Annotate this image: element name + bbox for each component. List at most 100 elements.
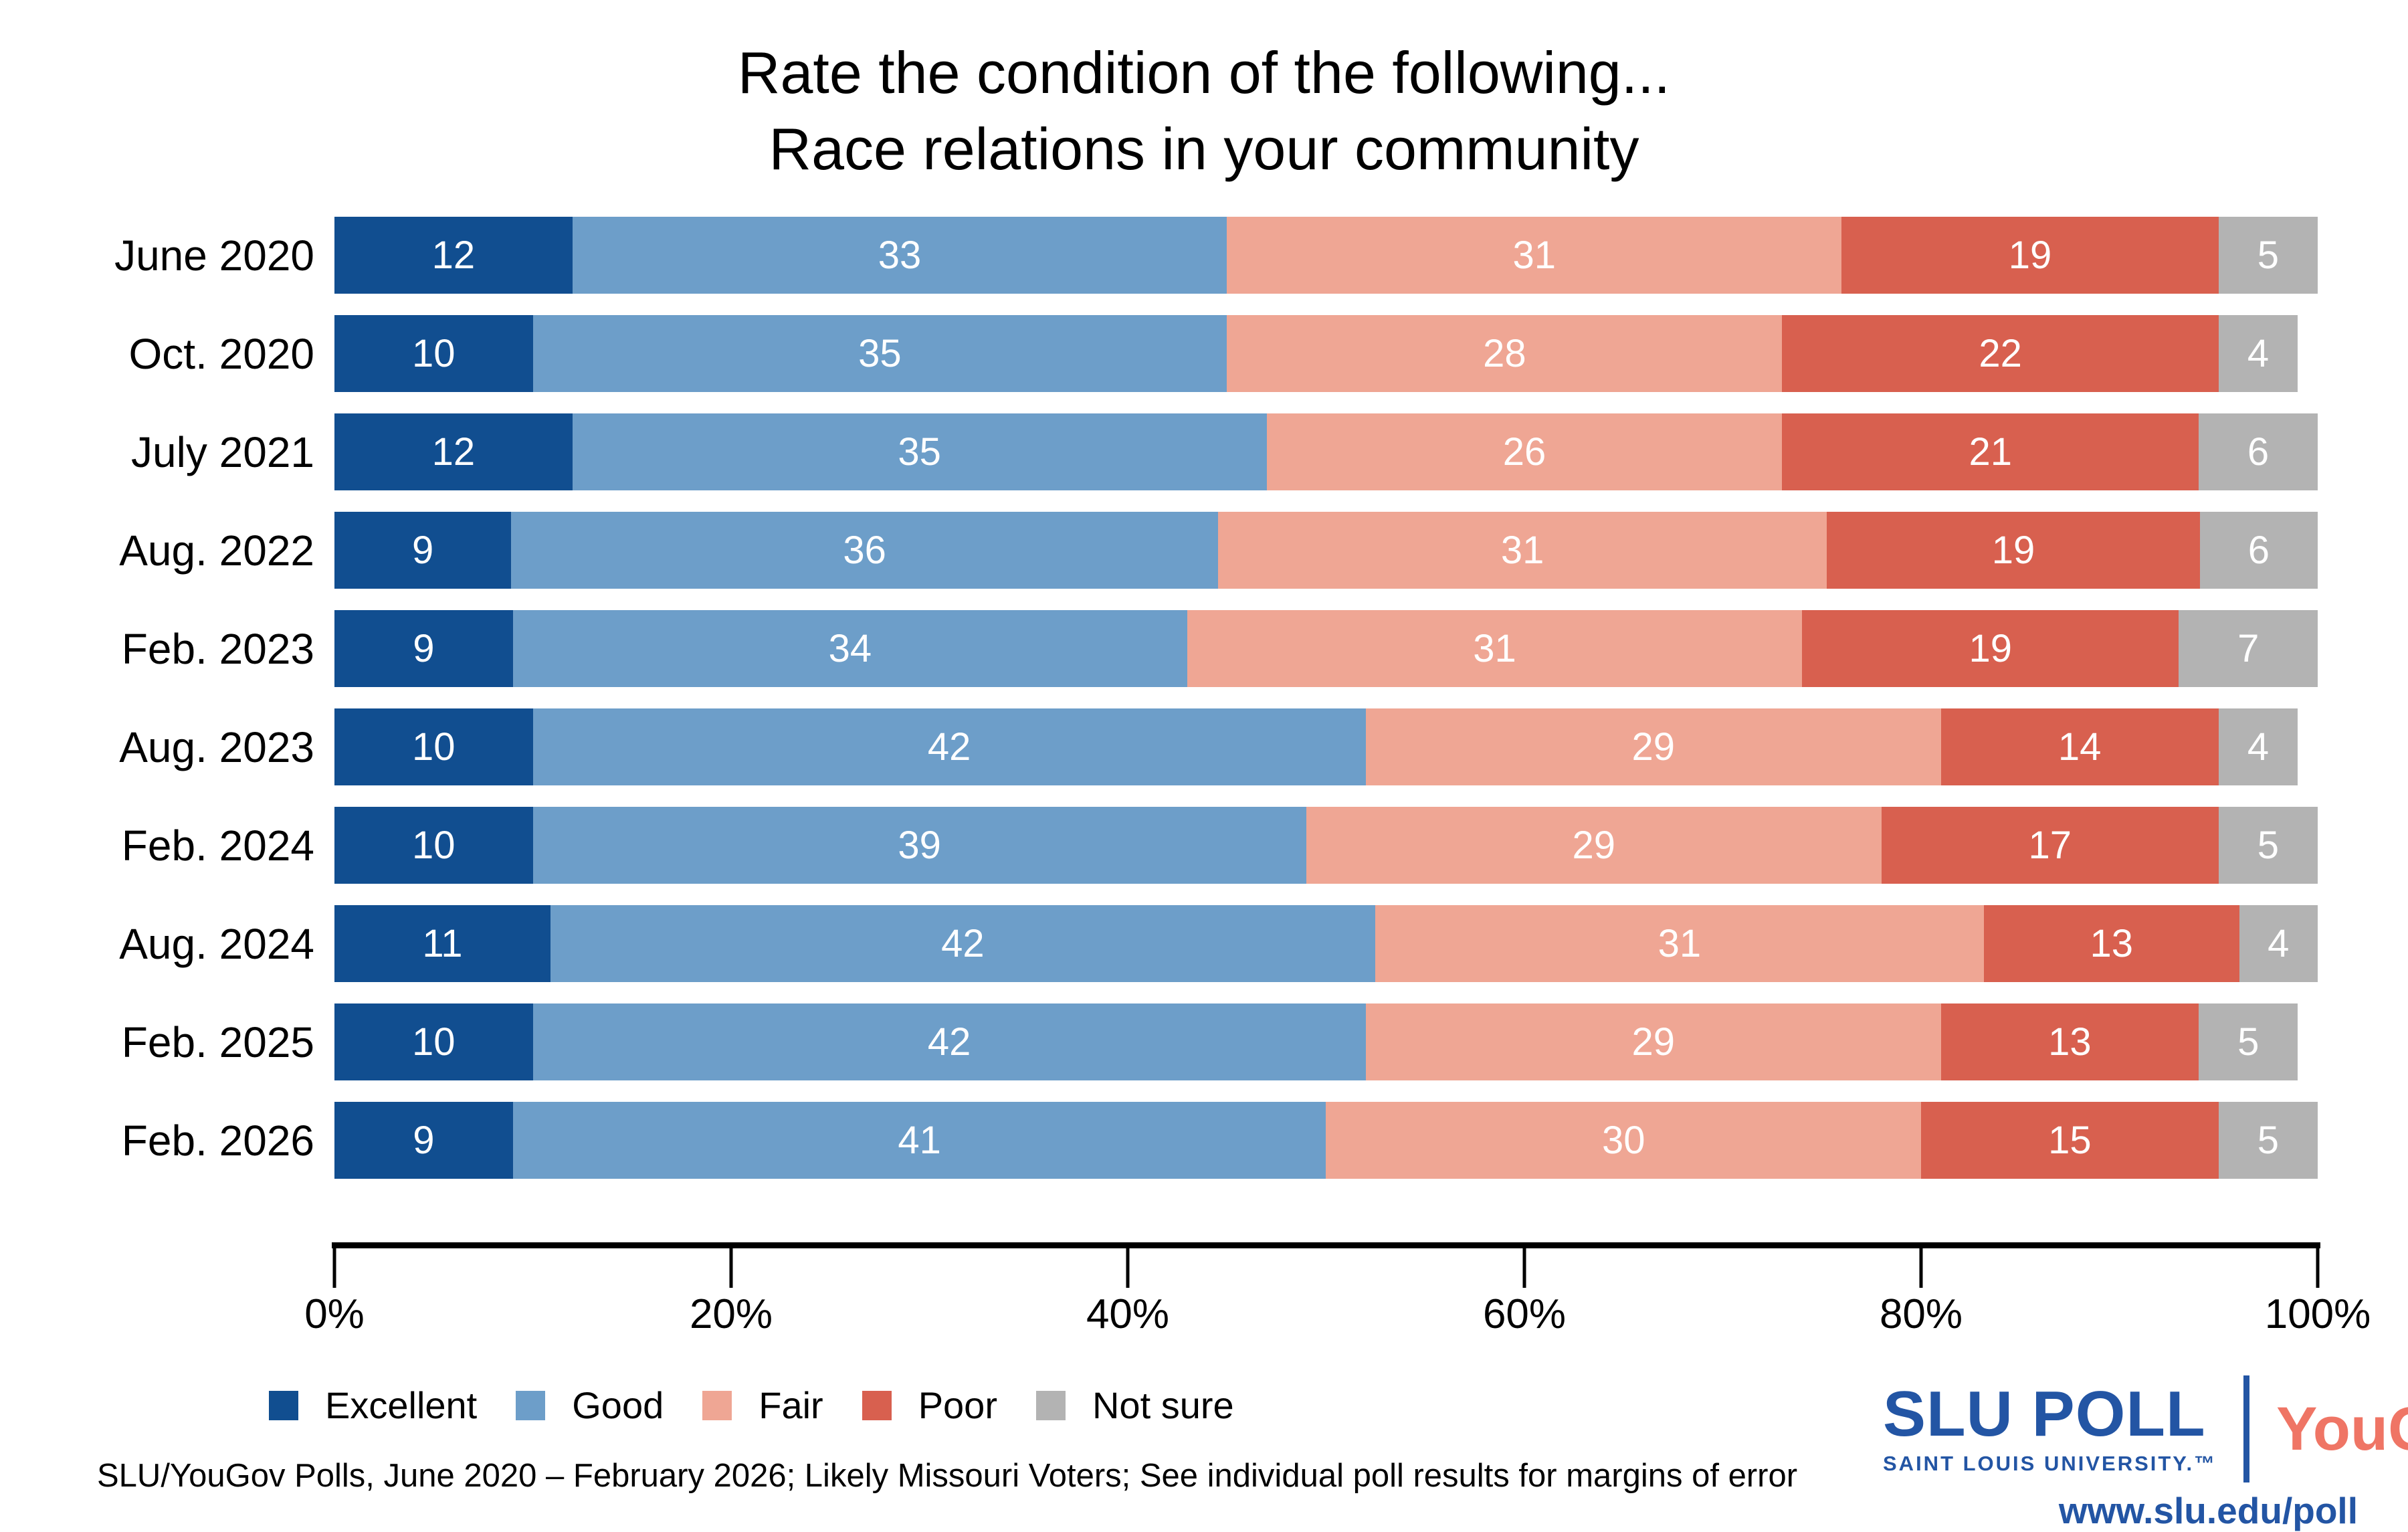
slu-subtitle-text: SAINT LOUIS UNIVERSITY. bbox=[1883, 1452, 2195, 1475]
axis-tick bbox=[1522, 1242, 1526, 1288]
bar-segment-fair: 26 bbox=[1266, 413, 1783, 490]
segment-value: 39 bbox=[898, 824, 941, 867]
bar-segment-excellent: 10 bbox=[334, 1003, 533, 1080]
segment-value: 13 bbox=[2048, 1020, 2092, 1064]
segment-value: 4 bbox=[2247, 332, 2270, 375]
legend-swatch-good bbox=[516, 1390, 546, 1420]
segment-value: 29 bbox=[1631, 1020, 1675, 1064]
bar-track: 10 39 29 17 5 bbox=[334, 807, 2318, 884]
bar-segment-not-sure: 5 bbox=[2218, 807, 2318, 884]
row-label: Feb. 2026 bbox=[121, 1116, 314, 1165]
bar-segment-fair: 28 bbox=[1227, 315, 1783, 392]
axis-tick-label: 100% bbox=[2264, 1291, 2371, 1337]
chart-row: Feb. 2023 9 34 31 19 7 bbox=[80, 610, 2318, 687]
bar-segment-good: 42 bbox=[550, 905, 1375, 982]
bar-segment-not-sure: 5 bbox=[2218, 217, 2318, 294]
legend-item-not-sure: Not sure bbox=[1035, 1383, 1234, 1427]
segment-value: 12 bbox=[431, 233, 476, 277]
bar-track: 9 36 31 19 6 bbox=[334, 512, 2318, 589]
legend-label: Fair bbox=[759, 1384, 823, 1426]
bar-segment-poor: 15 bbox=[1920, 1102, 2219, 1179]
bar-segment-not-sure: 5 bbox=[2199, 1003, 2298, 1080]
segment-value: 31 bbox=[1512, 233, 1557, 277]
segment-value: 29 bbox=[1572, 824, 1616, 867]
yougov-logo: YouGov® bbox=[2276, 1394, 2408, 1464]
segment-value: 9 bbox=[411, 529, 434, 572]
segment-value: 34 bbox=[828, 627, 872, 670]
segment-value: 19 bbox=[1991, 529, 2035, 572]
segment-value: 19 bbox=[1969, 627, 2012, 670]
bar-segment-fair: 29 bbox=[1365, 708, 1941, 785]
bar-segment-excellent: 9 bbox=[334, 610, 513, 687]
segment-value: 10 bbox=[411, 725, 456, 769]
legend-item-poor: Poor bbox=[862, 1383, 997, 1427]
segment-value: 14 bbox=[2058, 725, 2102, 769]
bar-segment-fair: 31 bbox=[1375, 905, 1984, 982]
bar-segment-poor: 13 bbox=[1940, 1003, 2199, 1080]
segment-value: 29 bbox=[1631, 725, 1675, 769]
legend-label: Excellent bbox=[325, 1384, 478, 1426]
legend-swatch-not-sure bbox=[1035, 1390, 1066, 1420]
axis-tick bbox=[1919, 1242, 1923, 1288]
segment-value: 31 bbox=[1658, 922, 1702, 965]
bar-segment-poor: 22 bbox=[1782, 315, 2219, 392]
axis-tick bbox=[729, 1242, 733, 1288]
segment-value: 26 bbox=[1502, 430, 1546, 474]
legend-label: Not sure bbox=[1092, 1384, 1234, 1426]
segment-value: 10 bbox=[411, 1020, 456, 1064]
segment-value: 10 bbox=[411, 332, 456, 375]
chart-title: Rate the condition of the following... bbox=[737, 39, 1671, 106]
axis-tick bbox=[1126, 1242, 1130, 1288]
slu-poll-url: www.slu.edu/poll bbox=[2058, 1490, 2358, 1531]
bar-segment-not-sure: 5 bbox=[2218, 1102, 2318, 1179]
slu-poll-logo: SLU POLL SAINT LOUIS UNIVERSITY.™ bbox=[1883, 1382, 2217, 1476]
row-label: Aug. 2022 bbox=[119, 526, 314, 575]
branding-block: SLU POLL SAINT LOUIS UNIVERSITY.™ YouGov… bbox=[1883, 1375, 2408, 1532]
bar-track: 10 42 29 14 4 bbox=[334, 708, 2318, 785]
bar-segment-not-sure: 4 bbox=[2218, 315, 2298, 392]
row-label: Aug. 2024 bbox=[119, 919, 314, 968]
slu-subtitle: SAINT LOUIS UNIVERSITY.™ bbox=[1883, 1452, 2217, 1476]
segment-value: 36 bbox=[843, 529, 886, 572]
chart-row: Feb. 2024 10 39 29 17 5 bbox=[80, 807, 2318, 884]
bar-segment-fair: 31 bbox=[1218, 512, 1827, 589]
slu-tm-mark: ™ bbox=[2194, 1452, 2217, 1475]
segment-value: 10 bbox=[411, 824, 456, 867]
bar-segment-excellent: 12 bbox=[334, 413, 573, 490]
segment-value: 5 bbox=[2257, 1119, 2279, 1162]
axis-tick-label: 80% bbox=[1879, 1291, 1963, 1337]
chart-row: Aug. 2022 9 36 31 19 6 bbox=[80, 512, 2318, 589]
bar-track: 9 34 31 19 7 bbox=[334, 610, 2318, 687]
segment-value: 17 bbox=[2028, 824, 2072, 867]
segment-value: 31 bbox=[1473, 627, 1516, 670]
segment-value: 35 bbox=[898, 430, 941, 474]
bar-segment-good: 39 bbox=[532, 807, 1306, 884]
row-label: Aug. 2023 bbox=[119, 723, 314, 771]
segment-value: 12 bbox=[431, 430, 476, 474]
axis-tick-label: 60% bbox=[1482, 1291, 1567, 1337]
bar-segment-excellent: 11 bbox=[334, 905, 550, 982]
row-label: Feb. 2024 bbox=[121, 821, 314, 870]
legend: Excellent Good Fair Poor Not sure bbox=[269, 1383, 1234, 1427]
segment-value: 6 bbox=[2247, 529, 2270, 572]
segment-value: 9 bbox=[413, 1119, 435, 1162]
bar-segment-fair: 31 bbox=[1227, 217, 1842, 294]
logo-divider bbox=[2243, 1375, 2250, 1482]
segment-value: 22 bbox=[1979, 332, 2022, 375]
row-label: Feb. 2023 bbox=[121, 624, 314, 673]
legend-item-fair: Fair bbox=[702, 1383, 823, 1427]
axis-tick bbox=[2316, 1242, 2320, 1288]
branding-logos: SLU POLL SAINT LOUIS UNIVERSITY.™ YouGov… bbox=[1883, 1375, 2408, 1482]
bar-segment-excellent: 9 bbox=[334, 1102, 513, 1179]
row-label: Oct. 2020 bbox=[128, 329, 315, 378]
segment-value: 21 bbox=[1969, 430, 2013, 474]
bar-segment-poor: 21 bbox=[1782, 413, 2199, 490]
segment-value: 6 bbox=[2247, 430, 2270, 474]
segment-value: 35 bbox=[858, 332, 902, 375]
bar-segment-good: 41 bbox=[512, 1102, 1326, 1179]
segment-value: 41 bbox=[898, 1119, 941, 1162]
chart-row: Aug. 2023 10 42 29 14 4 bbox=[80, 708, 2318, 785]
chart-row: June 2020 12 33 31 19 5 bbox=[80, 217, 2318, 294]
axis-tick-label: 40% bbox=[1086, 1291, 1170, 1337]
bar-segment-poor: 13 bbox=[1983, 905, 2239, 982]
